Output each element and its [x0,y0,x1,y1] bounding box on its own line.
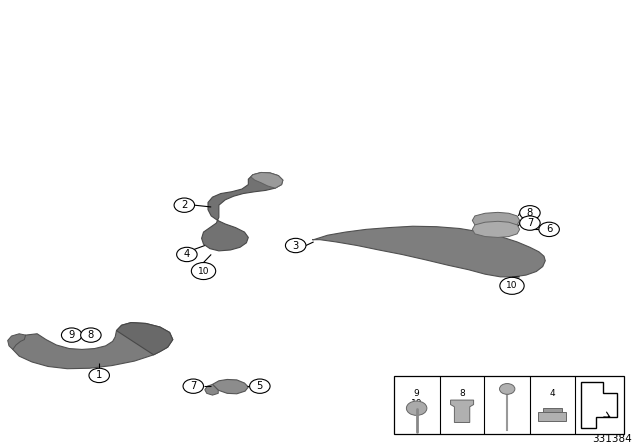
Text: 6: 6 [546,224,552,234]
Circle shape [539,222,559,237]
Circle shape [500,277,524,294]
Text: 9
10: 9 10 [411,389,422,408]
Polygon shape [212,379,248,394]
Text: 7: 7 [504,389,510,398]
Text: 8: 8 [527,208,533,218]
Text: 10: 10 [198,267,209,276]
Text: 8: 8 [88,330,94,340]
Polygon shape [472,212,520,228]
Text: 10: 10 [506,281,518,290]
Text: 8: 8 [460,389,465,398]
Circle shape [61,328,82,342]
Bar [394,376,624,434]
Polygon shape [8,334,26,349]
Text: 4: 4 [184,250,190,259]
Circle shape [250,379,270,393]
Circle shape [81,328,101,342]
Text: 7: 7 [527,218,533,228]
Circle shape [89,368,109,383]
Text: 331384: 331384 [593,435,632,444]
Polygon shape [451,400,474,422]
Text: 7: 7 [190,381,196,391]
Text: 3: 3 [292,241,299,250]
Text: 9: 9 [68,330,75,340]
Text: 1: 1 [96,370,102,380]
Circle shape [285,238,306,253]
Circle shape [191,263,216,280]
Polygon shape [251,172,283,188]
Polygon shape [116,323,173,355]
Circle shape [520,206,540,220]
Text: 5: 5 [257,381,263,391]
Polygon shape [472,221,520,237]
Text: 4: 4 [550,389,555,398]
Circle shape [520,216,540,230]
Circle shape [406,401,427,415]
Polygon shape [202,172,283,251]
Circle shape [177,247,197,262]
Circle shape [174,198,195,212]
Polygon shape [312,226,545,277]
Polygon shape [12,323,173,369]
Polygon shape [205,384,218,395]
Text: 2: 2 [181,200,188,210]
Circle shape [499,383,515,394]
Bar [538,412,566,421]
Circle shape [183,379,204,393]
Bar [543,408,562,412]
